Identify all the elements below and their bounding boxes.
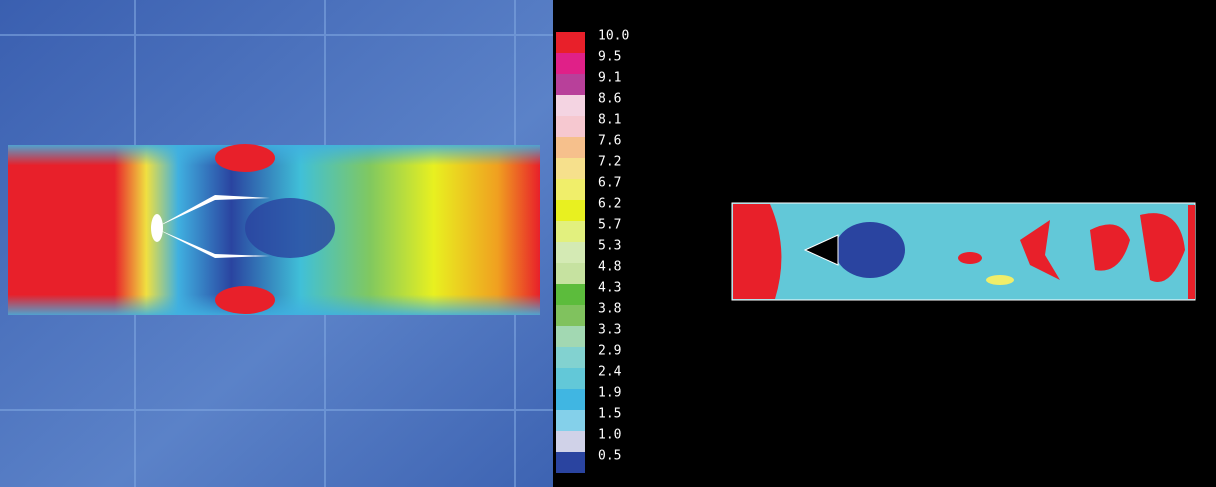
colorbar-swatch — [556, 137, 585, 158]
right-contour — [732, 203, 1195, 300]
colorbar-label: 3.8 — [598, 302, 621, 317]
colorbar-swatch — [556, 32, 585, 53]
colorbar-swatch — [556, 410, 585, 431]
colorbar-label: 2.9 — [598, 344, 621, 359]
colorbar-swatch — [556, 179, 585, 200]
colorbar-label: 0.5 — [598, 449, 621, 464]
colorbar-label: 8.6 — [598, 92, 621, 107]
colorbar-swatch — [556, 95, 585, 116]
colorbar-label: 1.5 — [598, 407, 621, 422]
colorbar-swatch — [556, 326, 585, 347]
colorbar-label: 9.5 — [598, 50, 621, 65]
colorbar-swatch — [556, 53, 585, 74]
colorbar-swatch — [556, 200, 585, 221]
colorbar-label: 1.9 — [598, 386, 621, 401]
colorbar-swatch — [556, 305, 585, 326]
colorbar-label: 6.7 — [598, 176, 621, 191]
colorbar-swatch — [556, 158, 585, 179]
colorbar-swatch — [556, 263, 585, 284]
colorbar-swatch — [556, 242, 585, 263]
colorbar-swatch — [556, 284, 585, 305]
colorbar-label: 2.4 — [598, 365, 622, 380]
figure: 10.0 9.5 9.1 8.6 8.1 7.6 7.2 6.7 6.2 5.7 5.3 4.8 4.3… — [0, 0, 1216, 487]
colorbar-label: 1.0 — [598, 428, 621, 443]
colorbar-swatch — [556, 431, 585, 452]
colorbar-label: 5.3 — [598, 239, 621, 254]
colorbar-label: 10.0 — [598, 29, 629, 44]
colorbar-label: 4.3 — [598, 281, 621, 296]
colorbar-label: 8.1 — [598, 113, 621, 128]
colorbar-label: 5.7 — [598, 218, 621, 233]
colorbar-label: 9.1 — [598, 71, 621, 86]
colorbar-swatch — [556, 347, 585, 368]
colorbar-swatch — [556, 221, 585, 242]
colorbar-label: 4.8 — [598, 260, 621, 275]
left-contour — [8, 144, 540, 315]
colorbar-swatch — [556, 452, 585, 473]
colorbar-label: 7.2 — [598, 155, 621, 170]
colorbar-label: 7.6 — [598, 134, 621, 149]
colorbar-swatch — [556, 116, 585, 137]
colorbar-label: 6.2 — [598, 197, 621, 212]
colorbar-label: 3.3 — [598, 323, 621, 338]
colorbar-swatch — [556, 74, 585, 95]
colorbar-swatch — [556, 368, 585, 389]
colorbar-swatch — [556, 389, 585, 410]
